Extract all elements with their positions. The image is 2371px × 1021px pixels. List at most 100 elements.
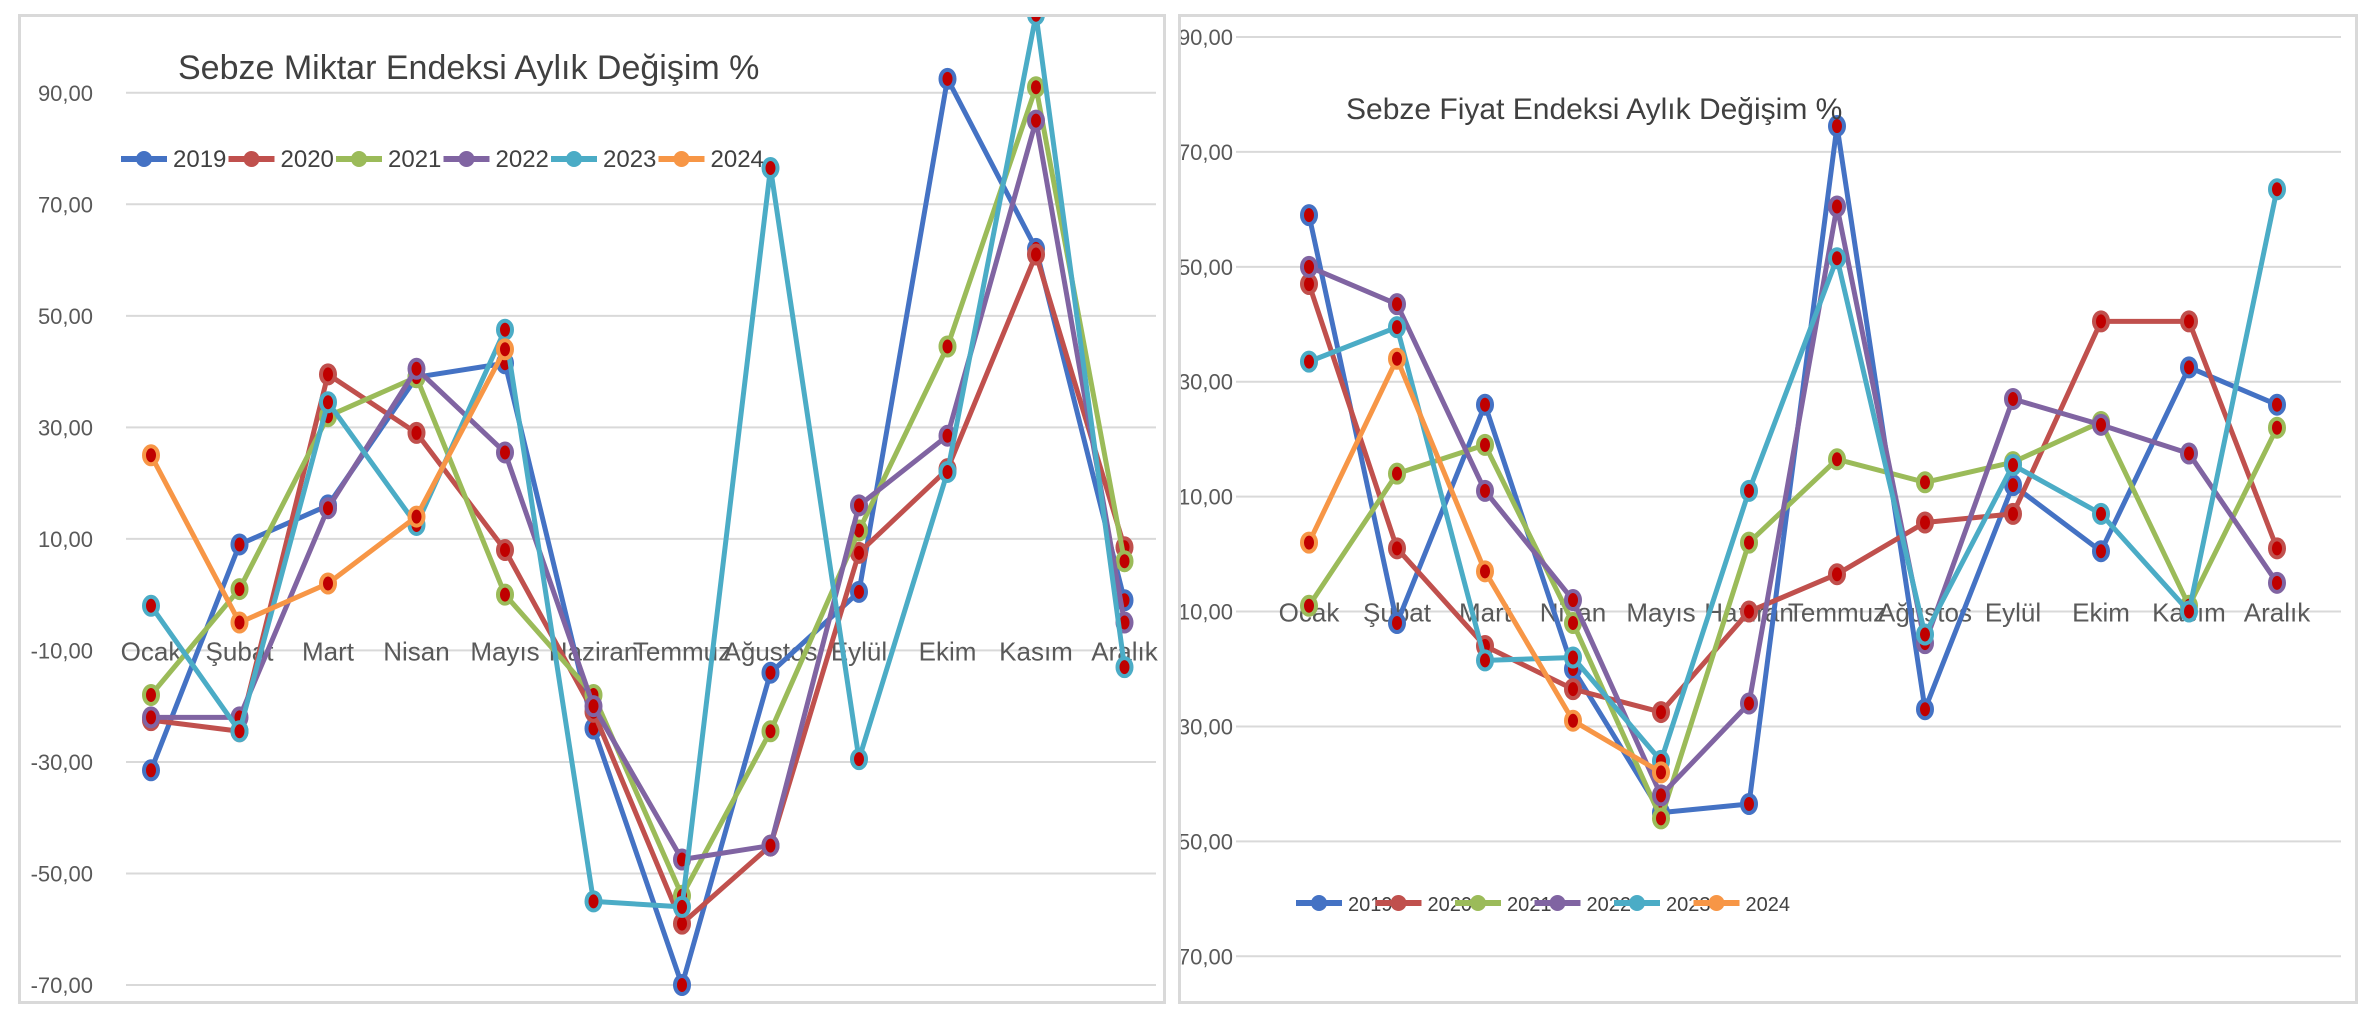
y-tick-label: 90,00 bbox=[38, 81, 93, 106]
data-point bbox=[673, 974, 691, 996]
y-tick-label: -70,00 bbox=[31, 973, 93, 998]
data-point bbox=[2180, 600, 2198, 623]
data-point bbox=[319, 497, 337, 520]
data-point bbox=[1027, 76, 1045, 99]
y-tick-label: -70,00 bbox=[1181, 944, 1233, 969]
chart-panel-miktar: 90,00 70,00 50,00 30,00 10,00 -10,00 -30,00 -50… bbox=[18, 14, 1166, 1004]
series-line-2019 bbox=[148, 76, 1127, 988]
x-tick-label: Ekim bbox=[919, 636, 977, 666]
data-point bbox=[1388, 537, 1406, 560]
data-point bbox=[142, 444, 160, 467]
legend-swatch-marker bbox=[458, 151, 475, 167]
series-2023 bbox=[1300, 178, 2286, 772]
chart-svg-fiyat: 90,00 70,00 50,00 30,00 10,00 -10,00 -30,00 -50… bbox=[1181, 25, 2341, 969]
data-point bbox=[761, 720, 780, 743]
y-tick-label: -50,00 bbox=[1181, 829, 1233, 854]
data-point bbox=[1652, 761, 1670, 784]
data-point bbox=[850, 494, 868, 517]
data-point bbox=[1652, 784, 1670, 807]
x-tick-label: Ağustos bbox=[1878, 598, 1972, 628]
data-point bbox=[1740, 531, 1758, 554]
y-tick-label: 10,00 bbox=[1181, 485, 1233, 510]
y-tick-label: 30,00 bbox=[38, 415, 93, 440]
data-point bbox=[2268, 571, 2286, 594]
data-point bbox=[1300, 531, 1318, 554]
data-point bbox=[761, 661, 780, 684]
data-point bbox=[1740, 600, 1758, 623]
legend-entry: 2023 bbox=[603, 146, 656, 173]
data-point bbox=[1828, 448, 1846, 471]
data-point bbox=[1476, 433, 1494, 456]
data-point bbox=[1476, 649, 1494, 672]
x-tick-label: Mart bbox=[302, 636, 355, 666]
legend-entry: 2021 bbox=[388, 146, 441, 173]
legend-entry: 2022 bbox=[496, 146, 549, 173]
x-tick-label: Mayıs bbox=[1626, 598, 1695, 628]
data-point bbox=[1300, 350, 1318, 373]
data-point bbox=[2268, 416, 2286, 439]
data-point bbox=[2004, 502, 2022, 525]
data-point bbox=[584, 695, 603, 718]
data-point bbox=[1916, 623, 1934, 646]
series-line-2022 bbox=[1306, 203, 2280, 798]
y-tick-label: -50,00 bbox=[31, 861, 93, 886]
data-point bbox=[496, 583, 514, 606]
x-tick-label: Temmuz bbox=[1788, 598, 1886, 628]
data-point bbox=[850, 580, 868, 603]
data-point bbox=[938, 67, 957, 90]
data-point bbox=[2180, 442, 2198, 465]
y-tick-label: -30,00 bbox=[1181, 714, 1233, 739]
data-point bbox=[1916, 698, 1934, 721]
data-point bbox=[1564, 589, 1582, 612]
y-tick-label: -30,00 bbox=[31, 750, 93, 775]
y-tick-label: 70,00 bbox=[1181, 140, 1233, 165]
data-point bbox=[850, 541, 868, 564]
legend-entry: 2022 bbox=[1587, 894, 1632, 916]
data-point bbox=[496, 338, 514, 361]
data-point bbox=[1115, 550, 1134, 573]
legend: 2019 2020 2021 2022 2023 2024 bbox=[1296, 894, 1790, 916]
data-point bbox=[496, 539, 514, 562]
data-point bbox=[1828, 563, 1846, 586]
data-point bbox=[1828, 115, 1846, 138]
series-2021 bbox=[142, 76, 1134, 907]
data-point bbox=[2004, 387, 2022, 410]
data-point bbox=[2268, 537, 2286, 560]
y-tick-label: 90,00 bbox=[1181, 25, 1233, 50]
legend-entry: 2019 bbox=[1348, 894, 1393, 916]
data-point bbox=[1828, 195, 1846, 218]
data-point bbox=[1564, 646, 1582, 669]
data-point bbox=[2092, 310, 2110, 333]
data-point bbox=[1115, 656, 1134, 679]
chart-title: Sebze Miktar Endeksi Aylık Değişim % bbox=[178, 49, 759, 87]
data-point bbox=[1564, 709, 1582, 732]
data-point bbox=[407, 357, 426, 380]
data-point bbox=[1476, 560, 1494, 583]
series-line-2019 bbox=[1306, 123, 2280, 816]
chart-title: Sebze Fiyat Endeksi Aylık Değişim % bbox=[1346, 93, 1842, 126]
data-point bbox=[2092, 502, 2110, 525]
legend-entry: 2021 bbox=[1507, 894, 1552, 916]
data-point bbox=[673, 895, 691, 918]
data-point bbox=[1564, 678, 1582, 701]
data-point bbox=[1027, 243, 1045, 266]
data-point bbox=[1388, 316, 1406, 339]
data-point bbox=[1916, 471, 1934, 494]
y-tick-label: 50,00 bbox=[1181, 255, 1233, 280]
data-point bbox=[1740, 793, 1758, 816]
data-point bbox=[407, 505, 426, 528]
data-point bbox=[850, 748, 868, 771]
data-point bbox=[319, 572, 337, 595]
data-point bbox=[496, 441, 514, 464]
data-point bbox=[1740, 692, 1758, 715]
data-point bbox=[1564, 612, 1582, 635]
series-line-2021 bbox=[1306, 419, 2280, 821]
series-line-2023 bbox=[1306, 186, 2280, 764]
y-tick-label: 30,00 bbox=[1181, 370, 1233, 395]
data-point bbox=[761, 157, 780, 180]
legend-swatch-marker bbox=[1311, 895, 1327, 911]
series-2019 bbox=[1300, 115, 2286, 824]
legend-swatch-marker bbox=[136, 151, 152, 167]
series-line-2020 bbox=[1306, 281, 2280, 715]
data-point bbox=[1476, 479, 1494, 502]
